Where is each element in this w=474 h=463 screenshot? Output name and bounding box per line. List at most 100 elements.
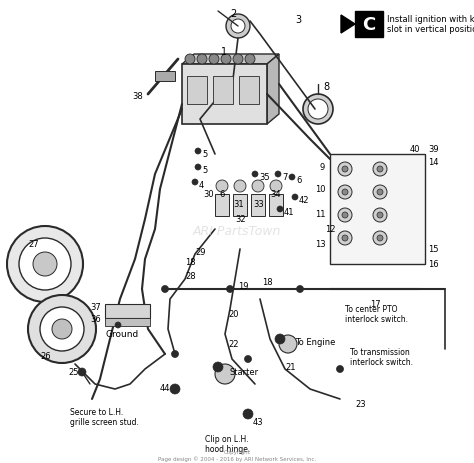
Circle shape — [209, 55, 219, 65]
Circle shape — [270, 181, 282, 193]
Text: 22: 22 — [228, 339, 238, 348]
Circle shape — [245, 356, 252, 363]
Text: 1: 1 — [221, 47, 227, 57]
Text: 39: 39 — [428, 144, 438, 154]
Circle shape — [338, 232, 352, 245]
Text: 33: 33 — [253, 200, 264, 208]
Circle shape — [252, 172, 258, 178]
Circle shape — [162, 286, 168, 293]
Text: 11: 11 — [315, 210, 326, 219]
Text: 5: 5 — [202, 166, 207, 175]
Text: 18: 18 — [262, 277, 273, 287]
Text: 32: 32 — [235, 214, 246, 224]
Circle shape — [308, 100, 328, 120]
Text: 35: 35 — [259, 173, 270, 181]
Text: 41: 41 — [284, 207, 294, 217]
Bar — [355, 12, 383, 38]
Circle shape — [342, 236, 348, 242]
Bar — [182, 65, 267, 125]
Circle shape — [342, 167, 348, 173]
Text: 14: 14 — [428, 158, 438, 167]
Bar — [215, 194, 229, 217]
Text: 17: 17 — [370, 300, 381, 308]
Text: C: C — [363, 16, 375, 34]
Bar — [105, 304, 150, 319]
Circle shape — [338, 208, 352, 223]
Circle shape — [231, 20, 245, 34]
Text: 15: 15 — [428, 244, 438, 253]
Circle shape — [373, 186, 387, 200]
Circle shape — [338, 186, 352, 200]
Circle shape — [245, 55, 255, 65]
Polygon shape — [267, 55, 279, 125]
Circle shape — [28, 295, 96, 363]
Text: 21: 21 — [285, 362, 295, 371]
Text: 4: 4 — [199, 181, 204, 189]
Text: 10: 10 — [315, 185, 326, 194]
Circle shape — [338, 163, 352, 176]
Circle shape — [373, 232, 387, 245]
Circle shape — [277, 206, 283, 213]
Text: To Engine: To Engine — [295, 337, 336, 346]
Circle shape — [275, 334, 285, 344]
Circle shape — [195, 149, 201, 155]
Circle shape — [19, 238, 71, 290]
Circle shape — [373, 208, 387, 223]
Bar — [251, 194, 265, 217]
Text: Secure to L.H.
grille screen stud.: Secure to L.H. grille screen stud. — [70, 407, 139, 426]
Circle shape — [40, 307, 84, 351]
Bar — [239, 77, 259, 105]
Circle shape — [213, 362, 223, 372]
Circle shape — [292, 194, 298, 200]
Circle shape — [377, 236, 383, 242]
Circle shape — [297, 286, 303, 293]
Text: 31: 31 — [233, 200, 244, 208]
Text: 38: 38 — [132, 92, 143, 101]
Circle shape — [226, 15, 250, 39]
Circle shape — [185, 55, 195, 65]
Text: 29: 29 — [195, 247, 206, 257]
Text: 42: 42 — [299, 195, 310, 205]
Text: 34: 34 — [270, 189, 281, 199]
Text: 13: 13 — [315, 239, 326, 249]
Circle shape — [7, 226, 83, 302]
Text: 37: 37 — [90, 302, 101, 311]
Bar — [330, 155, 425, 264]
Text: Ground: Ground — [105, 329, 138, 338]
Circle shape — [170, 384, 180, 394]
Circle shape — [303, 95, 333, 125]
Circle shape — [275, 172, 281, 178]
Text: Clip on L.H.
hood hinge.: Clip on L.H. hood hinge. — [205, 434, 250, 453]
Circle shape — [289, 175, 295, 181]
Text: ARI PartsTown: ARI PartsTown — [193, 225, 281, 238]
Circle shape — [197, 55, 207, 65]
Polygon shape — [182, 55, 279, 65]
Text: To transmission
interlock switch.: To transmission interlock switch. — [350, 347, 413, 367]
Circle shape — [279, 335, 297, 353]
Circle shape — [216, 181, 228, 193]
Text: 5: 5 — [202, 150, 207, 159]
Bar — [155, 72, 175, 82]
Text: 18: 18 — [185, 257, 196, 266]
Circle shape — [33, 252, 57, 276]
Circle shape — [337, 366, 344, 373]
Text: 23: 23 — [355, 399, 365, 408]
Bar — [213, 77, 233, 105]
Bar — [233, 194, 247, 217]
Circle shape — [52, 319, 72, 339]
Circle shape — [192, 180, 198, 186]
Circle shape — [172, 351, 179, 358]
Text: 25: 25 — [68, 367, 79, 376]
Circle shape — [115, 322, 121, 328]
Circle shape — [221, 55, 231, 65]
Text: To center PTO
interlock switch.: To center PTO interlock switch. — [345, 304, 408, 324]
Text: 7: 7 — [282, 173, 287, 181]
Text: Install ignition with key
slot in vertical position.: Install ignition with key slot in vertic… — [387, 15, 474, 34]
Circle shape — [243, 409, 253, 419]
Text: 6: 6 — [296, 175, 301, 185]
Text: 19: 19 — [238, 282, 248, 290]
Text: 9: 9 — [320, 163, 325, 172]
Circle shape — [78, 368, 86, 376]
Circle shape — [342, 213, 348, 219]
Circle shape — [227, 286, 234, 293]
